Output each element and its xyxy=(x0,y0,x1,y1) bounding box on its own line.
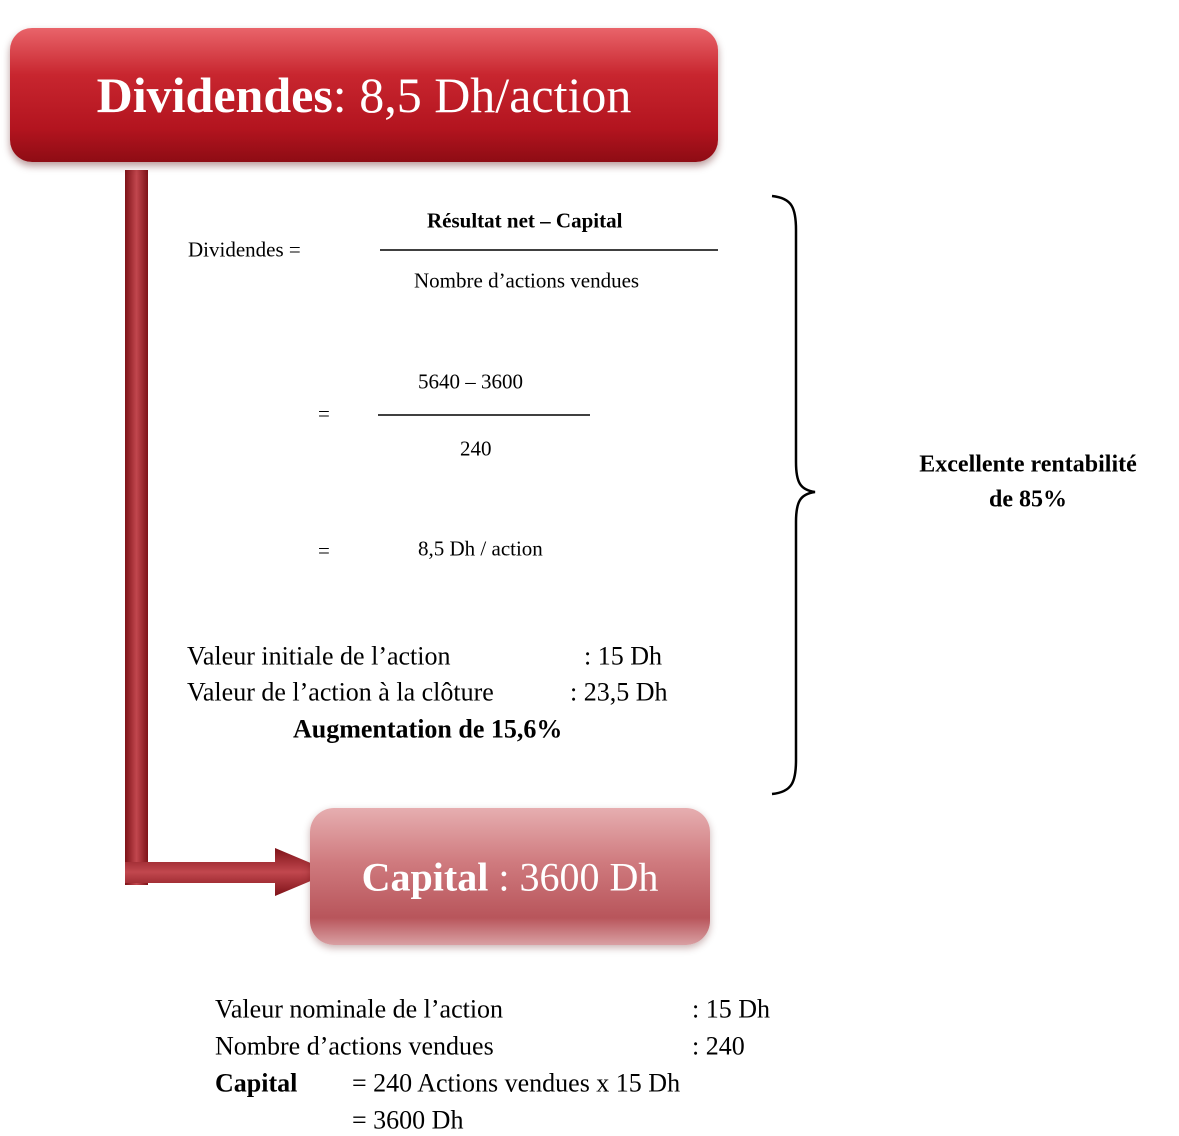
equals-sign: = xyxy=(318,538,330,563)
row-value: : 15 Dh xyxy=(584,641,662,671)
profitability-line: de 85% xyxy=(989,486,1067,513)
row-label: Valeur nominale de l’action xyxy=(215,994,504,1024)
capital-label: Capital xyxy=(361,854,489,899)
row-value: : 15 Dh xyxy=(692,994,770,1024)
row-value: : 23,5 Dh xyxy=(570,677,668,707)
capital-value: : 3600 Dh xyxy=(498,854,659,899)
row-label: Nombre d’actions vendues xyxy=(215,1031,494,1061)
conclusion: Augmentation de 15,6% xyxy=(293,714,563,744)
row-label: Valeur initiale de l’action xyxy=(187,641,451,671)
dividend-heading: Dividendes: 8,5 Dh/action xyxy=(10,66,718,124)
calc-line: = 240 Actions vendues x 15 Dh xyxy=(352,1068,681,1098)
vertical-connector xyxy=(125,170,148,885)
substitution-numerator: 5640 – 3600 xyxy=(418,369,523,394)
formula-lhs: Dividendes = xyxy=(188,237,301,262)
calc-label: Capital xyxy=(215,1068,298,1098)
brace xyxy=(771,194,816,796)
dividend-value: : 8,5 Dh/action xyxy=(332,67,632,123)
row-value: : 240 xyxy=(692,1031,745,1061)
equals-sign: = xyxy=(318,401,330,426)
substitution-denominator: 240 xyxy=(460,436,492,461)
calc-line: = 3600 Dh xyxy=(352,1105,464,1135)
dividend-box: Dividendes: 8,5 Dh/action xyxy=(10,28,718,162)
arrow xyxy=(125,848,332,896)
result-value: 8,5 Dh / action xyxy=(418,536,543,561)
row-label: Valeur de l’action à la clôture xyxy=(187,677,494,707)
formula-numerator: Résultat net – Capital xyxy=(427,208,623,233)
dividend-label: Dividendes xyxy=(96,67,333,123)
formula-denominator: Nombre d’actions vendues xyxy=(414,268,640,293)
capital-box: Capital : 3600 Dh xyxy=(310,808,710,945)
capital-heading: Capital : 3600 Dh xyxy=(310,853,710,900)
profitability-line: Excellente rentabilité xyxy=(919,451,1137,478)
